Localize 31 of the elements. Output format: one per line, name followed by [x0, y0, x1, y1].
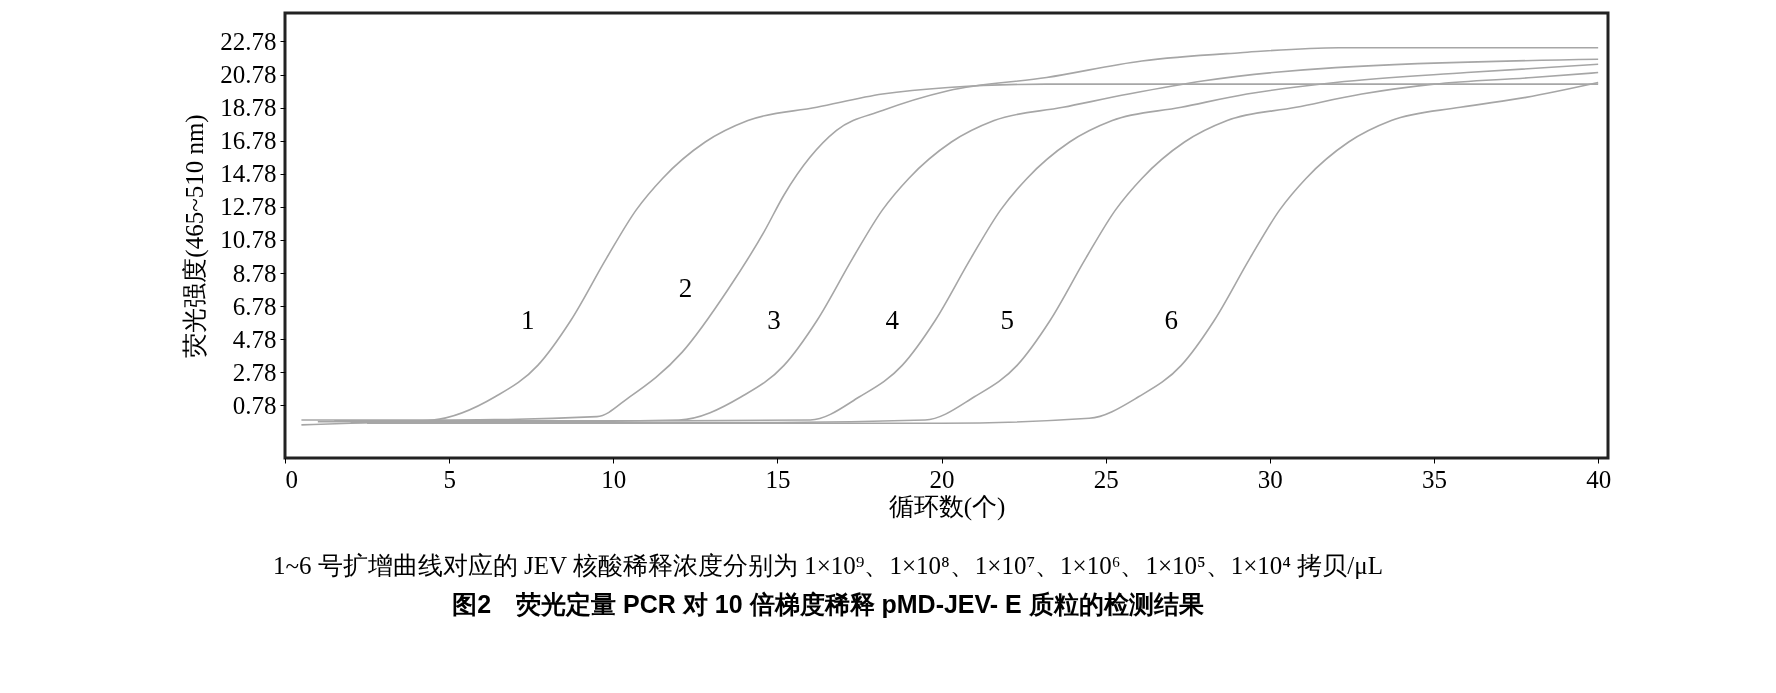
y-axis-title: 荧光强度(465~510 nm)	[181, 114, 210, 358]
series-label: 4	[885, 304, 900, 335]
y-tick-label: 18.78	[220, 94, 277, 122]
y-tick-label: 14.78	[220, 160, 277, 188]
y-tick-label: 22.78	[220, 27, 277, 55]
x-tick-label: 0	[285, 465, 298, 493]
series-label: 5	[1000, 304, 1014, 335]
y-tick-label: 6.78	[232, 292, 277, 320]
series-label: 2	[678, 273, 693, 304]
series-label: 3	[767, 304, 781, 335]
x-tick-label: 35	[1422, 465, 1448, 493]
x-axis-title: 循环数(个)	[888, 492, 1006, 521]
x-tick-label: 30	[1257, 465, 1283, 493]
y-tick-label: 12.78	[220, 193, 277, 221]
y-tick-label: 2.78	[232, 358, 277, 386]
y-tick-label: 8.78	[232, 259, 277, 287]
x-tick-label: 20	[929, 465, 955, 493]
y-tick-label: 0.78	[232, 391, 277, 419]
y-tick-label: 10.78	[220, 226, 277, 254]
text: 1~6 号扩增曲线对应的 JEV 核酸稀释浓度分别为 1×10⁹、1×10⁸、1×10⁷、1×10⁶、1×10⁵、1×10⁴ 拷贝/μL	[272, 551, 1384, 581]
x-tick-label: 40	[1586, 465, 1612, 493]
text: 图2 荧光定量 PCR 对 10 倍梯度稀释 pMD-JEV- E 质粒的检测结果	[451, 589, 1205, 620]
y-tick-label: 20.78	[220, 61, 277, 89]
x-tick-label: 10	[601, 465, 627, 493]
y-tick-label: 16.78	[220, 127, 277, 155]
x-tick-label: 25	[1093, 465, 1119, 493]
series-label: 6	[1164, 304, 1179, 335]
x-tick-label: 5	[443, 465, 456, 493]
x-tick-label: 15	[765, 465, 791, 493]
y-tick-label: 4.78	[232, 325, 277, 353]
series-label: 1	[521, 304, 535, 335]
